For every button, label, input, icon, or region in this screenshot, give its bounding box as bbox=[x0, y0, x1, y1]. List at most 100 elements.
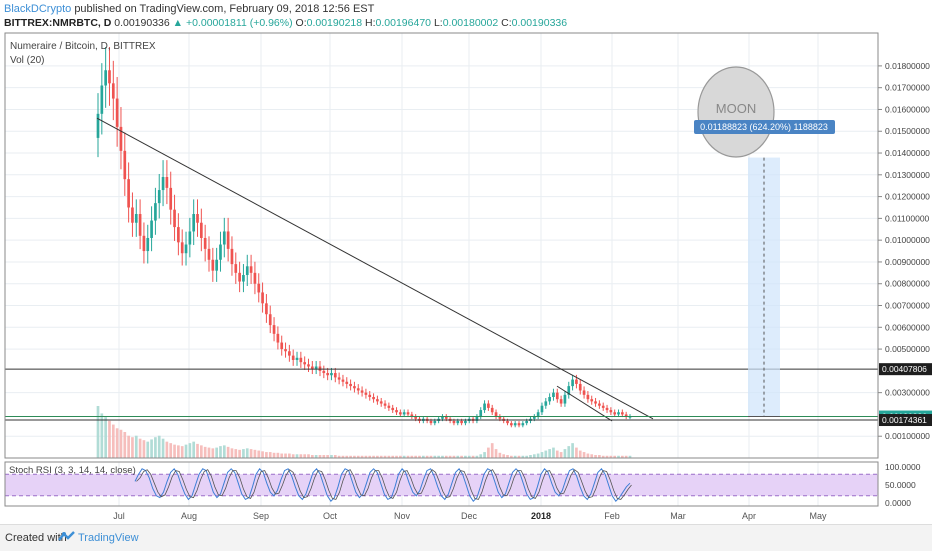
candle-body bbox=[111, 83, 115, 99]
volume-bar bbox=[360, 455, 364, 458]
volume-bar bbox=[295, 454, 299, 458]
candle-body bbox=[173, 209, 176, 228]
x-tick-label: 2018 bbox=[531, 511, 551, 521]
volume-bar bbox=[134, 435, 138, 458]
volume-bar bbox=[138, 438, 142, 458]
volume-bars bbox=[96, 406, 632, 458]
candle-body bbox=[314, 366, 318, 369]
volume-bar bbox=[131, 437, 134, 458]
x-tick-label: Mar bbox=[670, 511, 686, 521]
candle-body bbox=[605, 407, 609, 411]
volume-bar bbox=[337, 455, 341, 458]
symbol-label[interactable]: BITTREX:NMRBTC, D bbox=[4, 17, 112, 29]
ohlc-line: BITTREX:NMRBTC, D 0.00190336 ▲ +0.000018… bbox=[4, 17, 567, 29]
volume-bar bbox=[406, 455, 410, 458]
volume-bar bbox=[391, 455, 395, 458]
volume-bar bbox=[207, 447, 211, 458]
candle-body bbox=[601, 405, 605, 408]
candle-body bbox=[333, 373, 337, 378]
volume-bar bbox=[456, 455, 460, 458]
volume-bar bbox=[100, 413, 104, 458]
candle-body bbox=[590, 399, 594, 402]
volume-bar bbox=[104, 417, 107, 458]
volume-bar bbox=[257, 450, 261, 458]
candle-body bbox=[150, 220, 153, 238]
candle-body bbox=[131, 207, 134, 223]
volume-bar bbox=[96, 406, 100, 458]
candle-body bbox=[146, 237, 150, 252]
x-tick-label: Sep bbox=[253, 511, 269, 521]
y-tick-label: 0.01100000 bbox=[885, 213, 930, 223]
candle-body bbox=[548, 397, 551, 402]
candle-body bbox=[517, 423, 521, 426]
volume-bar bbox=[448, 455, 452, 458]
rsi-label: Stoch RSI (3, 3, 14, 14, close) bbox=[9, 465, 136, 476]
rsi-pane-frame bbox=[4, 461, 879, 507]
candle-body bbox=[127, 179, 130, 208]
candle-body bbox=[134, 214, 138, 223]
candle-body bbox=[563, 394, 567, 404]
created-with-text: Created with bbox=[5, 532, 67, 544]
candle-body bbox=[521, 423, 525, 426]
volume-bar bbox=[555, 450, 559, 458]
volume-bar bbox=[242, 449, 245, 458]
candle-body bbox=[460, 420, 463, 424]
volume-bar bbox=[345, 455, 349, 458]
author-link[interactable]: BlackDCrypto bbox=[4, 3, 72, 15]
candle-body bbox=[406, 412, 410, 415]
volume-bar bbox=[387, 455, 391, 458]
stoch-rsi-pane bbox=[5, 468, 878, 502]
volume-bar bbox=[119, 429, 123, 458]
volume-bar bbox=[154, 437, 157, 458]
volume-bar bbox=[609, 455, 613, 458]
candle-body bbox=[330, 373, 333, 376]
volume-bar bbox=[437, 455, 440, 458]
candle-body bbox=[364, 392, 368, 395]
candle-body bbox=[268, 314, 272, 326]
candle-body bbox=[414, 416, 418, 419]
candle-body bbox=[177, 227, 180, 243]
volume-bar bbox=[353, 455, 356, 458]
volume-bar bbox=[150, 439, 153, 458]
candle-body bbox=[257, 283, 261, 293]
volume-bar bbox=[563, 449, 567, 458]
volume-bar bbox=[578, 450, 582, 458]
tradingview-link[interactable]: TradingView bbox=[78, 532, 139, 544]
volume-bar bbox=[586, 453, 590, 458]
drawing-overlays[interactable]: 0.004078060.001903360.00174361MOON0.0118… bbox=[5, 66, 932, 427]
candle-body bbox=[291, 355, 295, 360]
candle-body bbox=[169, 187, 173, 210]
candle-body bbox=[261, 292, 264, 304]
y-tick-label: 0.00900000 bbox=[885, 257, 930, 267]
candle-body bbox=[513, 423, 517, 426]
price-chart[interactable]: 0.00407806 0.00190336 0.00174361 MOON 0.0118… bbox=[0, 0, 932, 524]
volume-bar bbox=[379, 455, 383, 458]
volume-bar bbox=[506, 455, 509, 458]
candle-body bbox=[540, 405, 544, 413]
candle-body bbox=[487, 403, 490, 408]
volume-bar bbox=[594, 455, 597, 458]
volume-bar bbox=[532, 454, 536, 458]
x-tick-label: Feb bbox=[604, 511, 620, 521]
rsi-tick-label: 100.0000 bbox=[885, 462, 921, 472]
candle-body bbox=[571, 379, 574, 387]
candle-body bbox=[203, 237, 207, 249]
candle-body bbox=[108, 70, 111, 84]
volume-bar bbox=[169, 443, 173, 458]
candle-body bbox=[536, 412, 540, 417]
candle-body bbox=[567, 386, 571, 395]
volume-bar bbox=[383, 455, 387, 458]
candle-body bbox=[510, 423, 513, 426]
volume-bar bbox=[299, 454, 303, 458]
candle-body bbox=[142, 235, 146, 252]
chart-header: BlackDCrypto published on TradingView.co… bbox=[0, 0, 932, 30]
volume-bar bbox=[464, 455, 467, 458]
candle-body bbox=[180, 242, 184, 254]
candles bbox=[96, 46, 632, 428]
candle-body bbox=[341, 379, 345, 382]
price-level-tag bbox=[879, 363, 932, 376]
y-tick-label: 0.00800000 bbox=[885, 279, 930, 289]
volume-bar bbox=[261, 451, 264, 458]
volume-bar bbox=[146, 441, 150, 458]
volume-bar bbox=[219, 446, 222, 458]
